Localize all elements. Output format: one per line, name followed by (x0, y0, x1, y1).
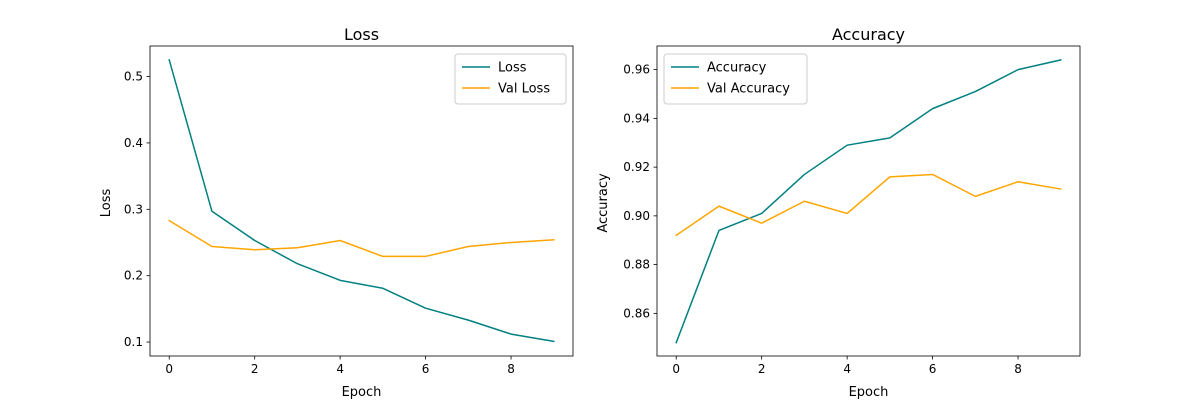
loss-y-tick-label: 0.4 (124, 136, 143, 150)
accuracy-y-tick-label: 0.90 (623, 209, 650, 223)
accuracy-y-tick-label: 0.92 (623, 160, 650, 174)
loss-x-tick-label: 6 (422, 362, 430, 376)
loss-x-tick-label: 0 (165, 362, 173, 376)
accuracy-legend-label-0: Accuracy (707, 61, 767, 76)
accuracy-axes-frame (656, 45, 1081, 357)
loss-y-tick-label: 0.3 (124, 202, 143, 216)
loss-x-tick-label: 2 (251, 362, 259, 376)
accuracy-y-axis-label: Accuracy (596, 173, 611, 233)
loss-legend-label-0: Loss (498, 61, 527, 76)
accuracy-subplot: Accuracy Epoch Accuracy 0 2 4 6 8 0.86 0.88 0.9… (596, 25, 1081, 400)
accuracy-series-line-1 (675, 173, 1062, 237)
accuracy-title: Accuracy (832, 25, 905, 44)
accuracy-legend: Accuracy Val Accuracy (663, 53, 808, 105)
loss-x-tick-label: 8 (507, 362, 515, 376)
accuracy-x-tick-label: 0 (672, 362, 680, 376)
loss-axes-frame (149, 45, 574, 357)
accuracy-x-axis-label: Epoch (849, 385, 889, 400)
loss-series-line-1 (168, 219, 555, 258)
loss-y-tick-label: 0.5 (124, 70, 143, 84)
loss-subplot: Loss Epoch Loss 0 2 4 6 8 0.1 0.2 0.3 0.4 0.5 Loss… (99, 25, 574, 400)
loss-title: Loss (344, 25, 379, 44)
accuracy-y-tick-label: 0.86 (623, 306, 650, 320)
loss-legend: Loss Val Loss (454, 53, 567, 105)
loss-series-line-0 (168, 59, 555, 343)
loss-x-tick-label: 4 (336, 362, 344, 376)
accuracy-x-tick-label: 6 (929, 362, 937, 376)
accuracy-legend-box (663, 53, 808, 105)
loss-y-tick-label: 0.1 (124, 335, 143, 349)
accuracy-y-tick-label: 0.96 (623, 63, 650, 77)
accuracy-y-tick-label: 0.88 (623, 258, 650, 272)
loss-y-tick-label: 0.2 (124, 269, 143, 283)
accuracy-y-tick-label: 0.94 (623, 111, 650, 125)
accuracy-x-tick-label: 4 (843, 362, 851, 376)
accuracy-x-tick-label: 2 (758, 362, 766, 376)
loss-legend-label-1: Val Loss (498, 82, 550, 97)
accuracy-x-tick-label: 8 (1014, 362, 1022, 376)
accuracy-legend-label-1: Val Accuracy (707, 82, 790, 97)
loss-y-axis-label: Loss (99, 189, 114, 218)
loss-x-axis-label: Epoch (342, 385, 382, 400)
accuracy-series-line-0 (675, 58, 1062, 344)
